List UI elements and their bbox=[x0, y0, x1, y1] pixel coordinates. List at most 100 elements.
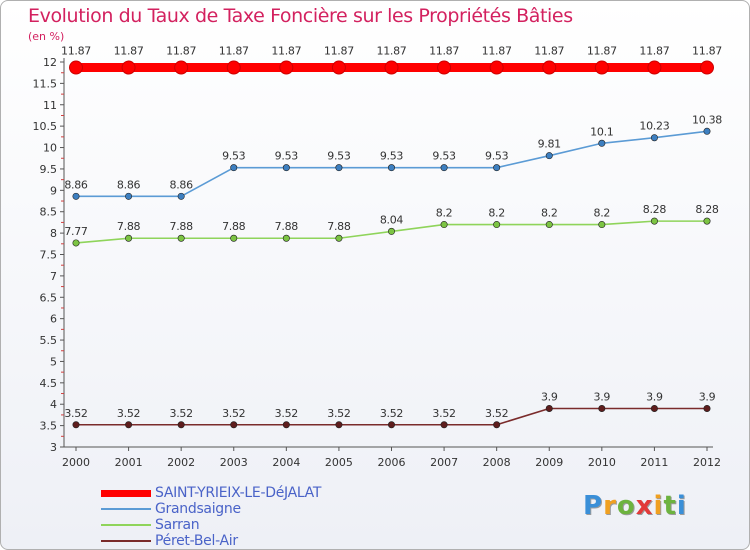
y-tick-label: 6.5 bbox=[40, 291, 58, 304]
legend-swatch bbox=[101, 490, 151, 497]
data-point bbox=[647, 60, 662, 75]
legend-swatch bbox=[101, 524, 151, 526]
data-point bbox=[282, 421, 290, 429]
y-tick-label: 9 bbox=[50, 184, 57, 197]
data-label: 3.52 bbox=[485, 407, 508, 420]
x-tick-label: 2005 bbox=[325, 456, 353, 469]
data-label: 3.52 bbox=[222, 407, 245, 420]
data-point bbox=[594, 60, 609, 75]
data-point bbox=[230, 234, 238, 242]
data-point bbox=[335, 234, 343, 242]
data-label: 8.86 bbox=[64, 178, 88, 191]
data-label: 11.87 bbox=[377, 45, 407, 58]
legend-label: SAINT-YRIEIX-LE-DéJALAT bbox=[155, 485, 322, 501]
y-unit-label: (en %) bbox=[28, 30, 65, 43]
data-point bbox=[440, 221, 448, 229]
y-tick-label: 3.5 bbox=[40, 420, 58, 433]
data-point bbox=[493, 164, 501, 172]
data-point bbox=[598, 139, 606, 147]
data-point bbox=[598, 404, 606, 412]
data-point bbox=[387, 421, 395, 429]
data-point bbox=[279, 60, 294, 75]
y-tick-label: 5 bbox=[50, 355, 57, 368]
data-label: 8.28 bbox=[695, 203, 719, 216]
data-point bbox=[440, 164, 448, 172]
data-label: 8.28 bbox=[643, 203, 667, 216]
x-tick-label: 2011 bbox=[640, 456, 668, 469]
logo-letter: o bbox=[616, 491, 636, 521]
data-point bbox=[387, 227, 395, 235]
data-label: 9.53 bbox=[485, 150, 509, 163]
data-point bbox=[174, 60, 189, 75]
data-point bbox=[650, 217, 658, 225]
x-tick-label: 2000 bbox=[62, 456, 90, 469]
data-label: 3.52 bbox=[275, 407, 298, 420]
data-label: 7.77 bbox=[64, 225, 88, 238]
data-point bbox=[703, 404, 711, 412]
data-point bbox=[493, 221, 501, 229]
data-label: 11.87 bbox=[114, 45, 144, 58]
data-point bbox=[703, 217, 711, 225]
data-label: 9.53 bbox=[275, 150, 299, 163]
data-point bbox=[226, 60, 241, 75]
data-label: 10.38 bbox=[692, 113, 722, 126]
data-point bbox=[125, 234, 133, 242]
x-tick-label: 2010 bbox=[588, 456, 616, 469]
data-label: 3.52 bbox=[380, 407, 403, 420]
data-label: 10.23 bbox=[639, 120, 669, 133]
data-label: 8.86 bbox=[117, 178, 141, 191]
data-label: 11.87 bbox=[429, 45, 459, 58]
data-label: 11.87 bbox=[271, 45, 301, 58]
data-label: 3.9 bbox=[699, 391, 716, 404]
legend-swatch bbox=[101, 508, 151, 510]
data-label: 11.87 bbox=[219, 45, 249, 58]
data-point bbox=[703, 127, 711, 135]
data-label: 8.2 bbox=[541, 207, 558, 220]
x-tick-label: 2003 bbox=[220, 456, 248, 469]
y-tick-label: 3 bbox=[50, 441, 57, 454]
chart-title: Evolution du Taux de Taxe Foncière sur l… bbox=[28, 5, 573, 27]
legend-label: Sarran bbox=[155, 517, 200, 533]
data-point bbox=[125, 421, 133, 429]
legend-label: Grandsaigne bbox=[155, 501, 241, 517]
data-label: 8.2 bbox=[488, 207, 505, 220]
data-label: 11.87 bbox=[692, 45, 722, 58]
legend-label: Péret-Bel-Air bbox=[155, 533, 238, 549]
data-point bbox=[489, 60, 504, 75]
logo-letter: r bbox=[603, 491, 617, 521]
y-tick-label: 11.5 bbox=[33, 77, 58, 90]
x-tick-label: 2008 bbox=[483, 456, 511, 469]
data-label: 10.1 bbox=[590, 125, 613, 138]
data-label: 3.9 bbox=[541, 391, 558, 404]
x-tick-label: 2001 bbox=[115, 456, 143, 469]
data-point bbox=[121, 60, 136, 75]
data-label: 9.53 bbox=[432, 150, 456, 163]
data-point bbox=[440, 421, 448, 429]
x-tick-label: 2007 bbox=[430, 456, 458, 469]
y-tick-label: 4 bbox=[50, 398, 57, 411]
y-tick-label: 7 bbox=[50, 270, 57, 283]
x-tick-label: 2004 bbox=[272, 456, 300, 469]
data-point bbox=[335, 164, 343, 172]
data-label: 3.52 bbox=[432, 407, 455, 420]
data-point bbox=[69, 60, 83, 75]
data-point bbox=[331, 60, 346, 75]
y-tick-label: 6 bbox=[50, 313, 57, 326]
data-label: 7.88 bbox=[327, 220, 351, 233]
data-point bbox=[230, 164, 238, 172]
data-label: 7.88 bbox=[222, 220, 246, 233]
y-tick-label: 5.5 bbox=[40, 334, 58, 347]
data-point bbox=[650, 134, 658, 142]
y-tick-label: 11 bbox=[43, 99, 57, 112]
data-label: 3.52 bbox=[117, 407, 140, 420]
data-label: 7.88 bbox=[275, 220, 299, 233]
data-label: 8.86 bbox=[170, 178, 194, 191]
y-tick-label: 10.5 bbox=[33, 120, 58, 133]
proxiti-logo: Proxiti bbox=[583, 491, 687, 521]
x-tick-label: 2009 bbox=[535, 456, 563, 469]
data-label: 11.87 bbox=[534, 45, 564, 58]
data-label: 11.87 bbox=[482, 45, 512, 58]
data-label: 8.2 bbox=[436, 207, 453, 220]
